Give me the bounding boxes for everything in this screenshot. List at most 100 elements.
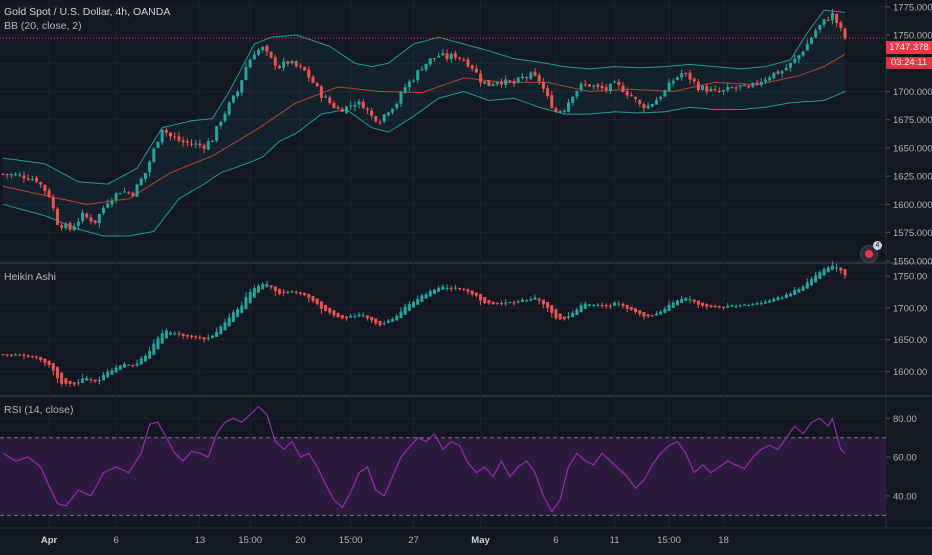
ha-candle bbox=[713, 306, 717, 308]
price-candle bbox=[97, 213, 101, 224]
price-candle bbox=[9, 174, 13, 176]
price-candle bbox=[441, 53, 445, 56]
price-candle bbox=[169, 132, 173, 137]
ha-candle bbox=[835, 267, 839, 269]
ha-candle bbox=[332, 310, 336, 316]
ha-candle bbox=[768, 300, 772, 303]
time-axis-label: 6 bbox=[113, 535, 118, 546]
price-candle bbox=[776, 71, 780, 74]
ha-candle bbox=[298, 292, 302, 294]
time-axis-label: 15:00 bbox=[238, 535, 262, 546]
time-axis-label: Apr bbox=[41, 535, 58, 546]
price-candle bbox=[763, 79, 767, 82]
ha-candle bbox=[789, 293, 793, 297]
price-candle bbox=[608, 83, 612, 92]
price-candle bbox=[701, 85, 705, 91]
price-candle bbox=[675, 77, 679, 80]
price-candle bbox=[835, 14, 839, 24]
price-candle bbox=[537, 75, 541, 82]
price-candle bbox=[194, 143, 198, 145]
ha-candle bbox=[102, 374, 106, 381]
rsi-legend[interactable]: RSI (14, close) bbox=[4, 404, 74, 416]
price-candle bbox=[257, 50, 261, 55]
price-candle bbox=[587, 84, 591, 87]
price-candle bbox=[361, 101, 365, 109]
price-candle bbox=[671, 80, 675, 84]
time-axis-label: 18 bbox=[718, 535, 729, 546]
ha-candle bbox=[839, 267, 843, 271]
ha-candle bbox=[93, 379, 97, 382]
ha-candle bbox=[793, 290, 797, 296]
price-candle bbox=[315, 83, 319, 87]
ha-candle bbox=[667, 304, 671, 312]
ha-candle bbox=[575, 309, 579, 315]
price-candle bbox=[789, 62, 793, 68]
rsi-line bbox=[2, 405, 846, 513]
price-candle bbox=[768, 77, 772, 81]
price-candle bbox=[550, 95, 554, 109]
price-candle bbox=[18, 174, 22, 176]
price-candle bbox=[349, 105, 353, 107]
ha-candle bbox=[370, 316, 374, 321]
price-candle bbox=[219, 121, 223, 126]
symbol-legend[interactable]: Gold Spot / U.S. Dollar, 4h, OANDA bbox=[4, 6, 171, 18]
ha-candle bbox=[751, 304, 755, 306]
ha-candle bbox=[805, 282, 809, 289]
price-candle bbox=[131, 192, 135, 197]
alert-button[interactable]: 4 bbox=[860, 241, 882, 263]
ha-candle bbox=[303, 292, 307, 296]
price-candle bbox=[646, 105, 650, 109]
ha-candle bbox=[755, 303, 759, 305]
ha-candle bbox=[638, 310, 642, 315]
price-candle bbox=[449, 53, 453, 60]
ha-candle bbox=[424, 294, 428, 299]
ha-candle bbox=[118, 365, 122, 370]
ha-axis-label: 1750.00 bbox=[893, 272, 927, 283]
price-candle bbox=[252, 54, 256, 60]
ha-candle bbox=[122, 363, 126, 368]
price-candle bbox=[148, 161, 152, 173]
price-candle bbox=[487, 80, 491, 87]
ha-candle bbox=[252, 287, 256, 298]
ha-candle bbox=[428, 291, 432, 297]
ha-candle bbox=[470, 290, 474, 295]
price-candle bbox=[114, 193, 118, 201]
ha-candle bbox=[784, 294, 788, 299]
ha-candle bbox=[328, 307, 332, 313]
price-candle bbox=[76, 221, 80, 226]
ha-candle bbox=[97, 379, 101, 381]
price-candle bbox=[742, 84, 746, 87]
ha-candle bbox=[72, 382, 76, 385]
ha-candle bbox=[650, 315, 654, 317]
price-candle bbox=[663, 90, 667, 97]
price-candle bbox=[68, 223, 72, 230]
heikin-ashi-legend[interactable]: Heikin Ashi bbox=[4, 271, 56, 283]
price-candle bbox=[830, 13, 834, 21]
price-candle bbox=[642, 104, 646, 109]
price-candle bbox=[567, 102, 571, 112]
price-candle bbox=[282, 61, 286, 68]
ha-candle bbox=[177, 333, 181, 335]
price-candle bbox=[60, 225, 64, 228]
ha-candle bbox=[282, 291, 286, 293]
ha-candle bbox=[479, 294, 483, 301]
price-candle bbox=[525, 77, 529, 79]
time-axis-label: 15:00 bbox=[657, 535, 681, 546]
ha-candle bbox=[60, 372, 64, 384]
price-candle bbox=[822, 19, 826, 25]
rsi-band-fill bbox=[0, 437, 886, 516]
price-candle bbox=[734, 87, 738, 89]
ha-candle bbox=[445, 287, 449, 289]
price-candle bbox=[286, 61, 290, 64]
price-candle bbox=[202, 145, 206, 149]
bb-legend[interactable]: BB (20, close, 2) bbox=[4, 20, 82, 32]
ha-candle bbox=[516, 301, 520, 303]
rsi-axis-label: 80.00 bbox=[893, 414, 917, 425]
price-candle bbox=[156, 141, 160, 148]
ha-candle bbox=[801, 286, 805, 291]
price-candle bbox=[227, 102, 231, 115]
ha-candle bbox=[47, 360, 51, 366]
ha-candle bbox=[474, 292, 478, 296]
